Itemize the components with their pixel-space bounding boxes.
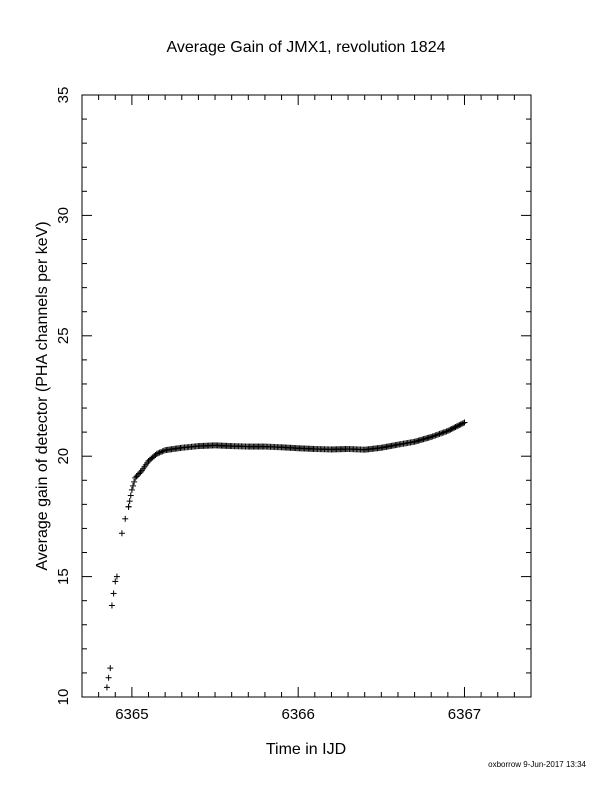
data-point	[432, 432, 439, 439]
data-point	[453, 423, 460, 430]
data-point	[159, 448, 166, 455]
y-axis-label: Average gain of detector (PHA channels p…	[34, 221, 51, 570]
data-point	[155, 450, 162, 457]
data-point	[436, 430, 443, 437]
y-tick-label: 35	[55, 87, 72, 104]
data-point	[153, 450, 160, 457]
data-point	[113, 573, 120, 580]
data-point	[112, 578, 119, 585]
data-point	[460, 420, 467, 427]
data-point	[107, 665, 114, 672]
data-series	[103, 419, 468, 691]
data-point	[136, 470, 143, 477]
data-point	[451, 424, 458, 431]
data-point	[442, 428, 449, 435]
data-point	[429, 433, 436, 440]
y-tick-label: 15	[55, 568, 72, 585]
data-point	[132, 474, 139, 481]
data-point	[443, 428, 450, 435]
x-axis-label: Time in IJD	[266, 741, 346, 758]
data-point	[125, 503, 132, 510]
data-point	[134, 471, 141, 478]
data-point	[103, 684, 110, 691]
data-point	[446, 427, 453, 434]
data-point	[156, 449, 163, 456]
data-point	[108, 602, 115, 609]
data-point	[428, 433, 435, 440]
data-point	[157, 448, 164, 455]
y-tick-label: 10	[55, 689, 72, 706]
data-point	[160, 447, 167, 454]
data-point	[444, 427, 451, 434]
data-point	[131, 478, 138, 485]
data-point	[440, 429, 447, 436]
data-point	[128, 486, 135, 493]
footer-credit: oxborrow 9-Jun-2017 13:34	[488, 760, 586, 769]
data-point	[430, 432, 437, 439]
y-tick-label: 20	[55, 448, 72, 465]
data-point	[456, 422, 463, 429]
x-tick-label: 6367	[448, 706, 481, 723]
data-point	[457, 421, 464, 428]
data-point	[439, 429, 446, 436]
data-point	[433, 431, 440, 438]
x-axis: 6365 6366 6367	[81, 95, 532, 723]
data-point	[448, 425, 455, 432]
data-point	[435, 431, 442, 438]
x-tick-label: 6366	[281, 706, 314, 723]
data-point	[105, 674, 112, 681]
data-point	[447, 426, 454, 433]
chart-title: Average Gain of JMX1, revolution 1824	[167, 39, 446, 56]
data-point	[127, 492, 134, 499]
data-point	[461, 419, 468, 426]
data-point	[437, 430, 444, 437]
data-point	[458, 420, 465, 427]
data-point	[129, 482, 136, 489]
plot-frame	[81, 94, 532, 698]
data-point	[133, 473, 140, 480]
data-point	[110, 590, 117, 597]
x-tick-label: 6365	[115, 706, 148, 723]
data-point	[118, 530, 125, 537]
data-point	[452, 424, 459, 431]
data-point	[122, 515, 129, 522]
data-point	[126, 498, 133, 505]
y-axis: 10 15 20 25 30 35	[55, 87, 531, 706]
data-point	[455, 422, 462, 429]
y-tick-label: 25	[55, 327, 72, 344]
data-point	[449, 425, 456, 432]
data-point	[137, 469, 144, 476]
y-tick-label: 30	[55, 207, 72, 224]
